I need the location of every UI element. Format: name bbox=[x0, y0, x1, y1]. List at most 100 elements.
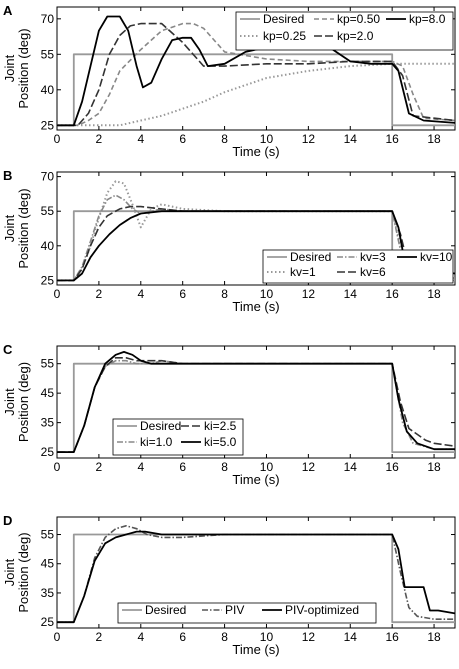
legend-entry: ki=1.0 bbox=[140, 435, 173, 449]
x-tick-label: 12 bbox=[302, 287, 316, 301]
y-axis-label-line2: Position (deg) bbox=[16, 28, 31, 108]
x-axis-label: Time (s) bbox=[232, 472, 279, 487]
series-line-kp-8-0 bbox=[57, 15, 455, 127]
panel-label: D bbox=[3, 513, 12, 528]
x-tick-label: 12 bbox=[302, 460, 316, 474]
y-tick-label: 25 bbox=[41, 118, 55, 132]
panel-B: B 0 2 4 6 8 10 12 14 16 18 25 40 55 70 Time (s) Joint Pos… bbox=[2, 168, 456, 314]
legend-entry: ki=5.0 bbox=[204, 435, 237, 449]
y-tick-label: 55 bbox=[41, 47, 55, 61]
series-group bbox=[57, 524, 455, 624]
x-tick-label: 14 bbox=[344, 460, 358, 474]
x-tick-label: 4 bbox=[137, 630, 144, 644]
legend-box bbox=[112, 418, 244, 456]
series-line-ki-5-0 bbox=[57, 350, 455, 454]
legend-entry: kp=0.25 bbox=[263, 29, 306, 43]
axes-frame bbox=[56, 6, 456, 131]
x-tick-label: 2 bbox=[96, 460, 103, 474]
panel-label: A bbox=[3, 3, 13, 18]
x-tick-label: 10 bbox=[260, 287, 274, 301]
legend-entry: PIV bbox=[225, 603, 244, 617]
series-line-piv bbox=[57, 524, 455, 624]
series-line-piv-optimized bbox=[57, 530, 455, 624]
x-tick-label: 16 bbox=[385, 132, 399, 146]
x-axis-label: Time (s) bbox=[232, 642, 279, 657]
legend-entry: kp=0.50 bbox=[337, 12, 380, 26]
x-tick-label: 8 bbox=[221, 630, 228, 644]
x-tick-label: 8 bbox=[221, 287, 228, 301]
axes-frame bbox=[56, 345, 456, 459]
x-tick-label: 10 bbox=[260, 132, 274, 146]
x-tick-label: 0 bbox=[54, 460, 61, 474]
x-tick-label: 12 bbox=[302, 630, 316, 644]
legend-entry: kv=1 bbox=[290, 265, 316, 279]
x-tick-label: 4 bbox=[137, 132, 144, 146]
y-tick-label: 40 bbox=[41, 83, 55, 97]
y-tick-label: 25 bbox=[41, 445, 55, 459]
x-axis-label: Time (s) bbox=[232, 299, 279, 314]
panel-label: C bbox=[3, 342, 13, 357]
x-tick-label: 14 bbox=[344, 287, 358, 301]
x-tick-label: 6 bbox=[179, 460, 186, 474]
y-tick-label: 25 bbox=[41, 615, 55, 629]
legend-entry: ki=2.5 bbox=[204, 419, 237, 433]
legend-entry: kp=8.0 bbox=[409, 12, 446, 26]
y-axis-label-line1: Joint bbox=[2, 214, 17, 242]
y-tick-label: 55 bbox=[41, 357, 55, 371]
panel-A: A 0 2 4 6 8 10 12 14 16 18 25 40 55 70 Time (s) Joint Pos… bbox=[2, 3, 456, 159]
y-axis-label-line2: Position (deg) bbox=[16, 362, 31, 442]
legend: Desired ki=1.0 ki=2.5 ki=5.0 bbox=[112, 418, 244, 456]
series-line-kp-0-50 bbox=[57, 22, 455, 127]
y-tick-label: 55 bbox=[41, 528, 55, 542]
axes-frame bbox=[56, 516, 456, 629]
y-tick-label: 70 bbox=[41, 170, 55, 184]
series-group bbox=[57, 15, 455, 127]
x-tick-label: 10 bbox=[260, 630, 274, 644]
y-axis-label-line2: Position (deg) bbox=[16, 188, 31, 268]
y-tick-label: 35 bbox=[41, 586, 55, 600]
legend: Desired kp=0.25 kp=0.50 kp=2.0 kp=8.0 bbox=[235, 11, 454, 51]
x-tick-label: 4 bbox=[137, 287, 144, 301]
series-line-kp-0-25 bbox=[57, 62, 455, 127]
x-tick-label: 12 bbox=[302, 132, 316, 146]
panel-label: B bbox=[3, 168, 12, 183]
legend-entry: kv=3 bbox=[360, 250, 386, 264]
x-tick-label: 0 bbox=[54, 287, 61, 301]
x-tick-label: 18 bbox=[427, 630, 441, 644]
x-tick-label: 18 bbox=[427, 287, 441, 301]
legend-box bbox=[262, 249, 454, 284]
legend-entry: kv=6 bbox=[360, 265, 386, 279]
x-tick-label: 6 bbox=[179, 132, 186, 146]
legend-entry: Desired bbox=[290, 250, 331, 264]
x-tick-label: 18 bbox=[427, 460, 441, 474]
x-tick-label: 14 bbox=[344, 630, 358, 644]
legend-box bbox=[235, 11, 454, 51]
legend-entry: kp=2.0 bbox=[337, 29, 374, 43]
x-tick-label: 16 bbox=[385, 287, 399, 301]
y-axis-label-line2: Position (deg) bbox=[16, 532, 31, 612]
y-tick-label: 70 bbox=[41, 12, 55, 26]
legend-entry: Desired bbox=[145, 603, 186, 617]
y-axis-label-line1: Joint bbox=[2, 388, 17, 416]
x-tick-label: 0 bbox=[54, 630, 61, 644]
x-tick-label: 18 bbox=[427, 132, 441, 146]
x-tick-label: 14 bbox=[344, 132, 358, 146]
series-group bbox=[57, 350, 455, 454]
x-tick-label: 0 bbox=[54, 132, 61, 146]
y-tick-label: 45 bbox=[41, 557, 55, 571]
x-tick-label: 16 bbox=[385, 630, 399, 644]
series-line-kp-2-0 bbox=[57, 22, 455, 127]
x-axis-label: Time (s) bbox=[232, 144, 279, 159]
x-tick-label: 2 bbox=[96, 630, 103, 644]
x-tick-label: 2 bbox=[96, 287, 103, 301]
x-tick-label: 16 bbox=[385, 460, 399, 474]
x-tick-label: 10 bbox=[260, 460, 274, 474]
x-tick-label: 6 bbox=[179, 630, 186, 644]
legend-entry: Desired bbox=[140, 419, 181, 433]
legend-box bbox=[117, 602, 377, 624]
y-tick-label: 45 bbox=[41, 386, 55, 400]
x-tick-label: 4 bbox=[137, 460, 144, 474]
y-axis-label-line1: Joint bbox=[2, 558, 17, 586]
